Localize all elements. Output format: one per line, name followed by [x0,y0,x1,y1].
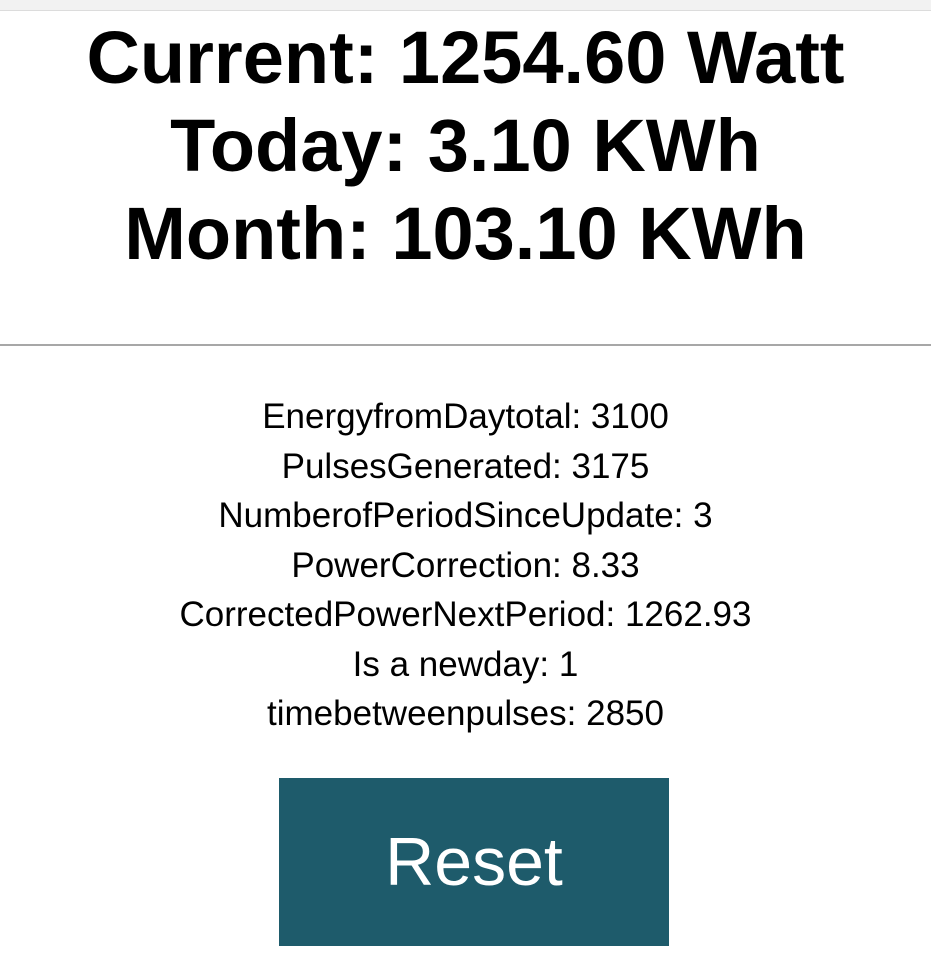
today-energy-heading: Today: 3.10 KWh [170,104,761,187]
stat-time-between-pulses: timebetweenpulses: 2850 [267,694,664,733]
month-energy-heading: Month: 103.10 KWh [124,192,807,275]
stat-corrected-power-next-period: CorrectedPowerNextPeriod: 1262.93 [179,595,752,634]
stat-power-correction: PowerCorrection: 8.33 [291,545,640,585]
stat-pulses-generated: PulsesGenerated: 3175 [281,446,650,486]
stat-energy-from-day-total: EnergyfromDaytotal: 3100 [262,397,669,436]
section-divider [0,344,931,346]
stat-is-new-day: Is a newday: 1 [352,644,579,684]
stats-list: EnergyfromDaytotal: 3100 PulsesGenerated… [0,392,931,739]
reset-button[interactable]: Reset [279,778,669,946]
browser-top-edge [0,0,931,11]
stat-periods-since-update: NumberofPeriodSinceUpdate: 3 [218,496,713,535]
current-power-heading: Current: 1254.60 Watt [86,16,845,99]
